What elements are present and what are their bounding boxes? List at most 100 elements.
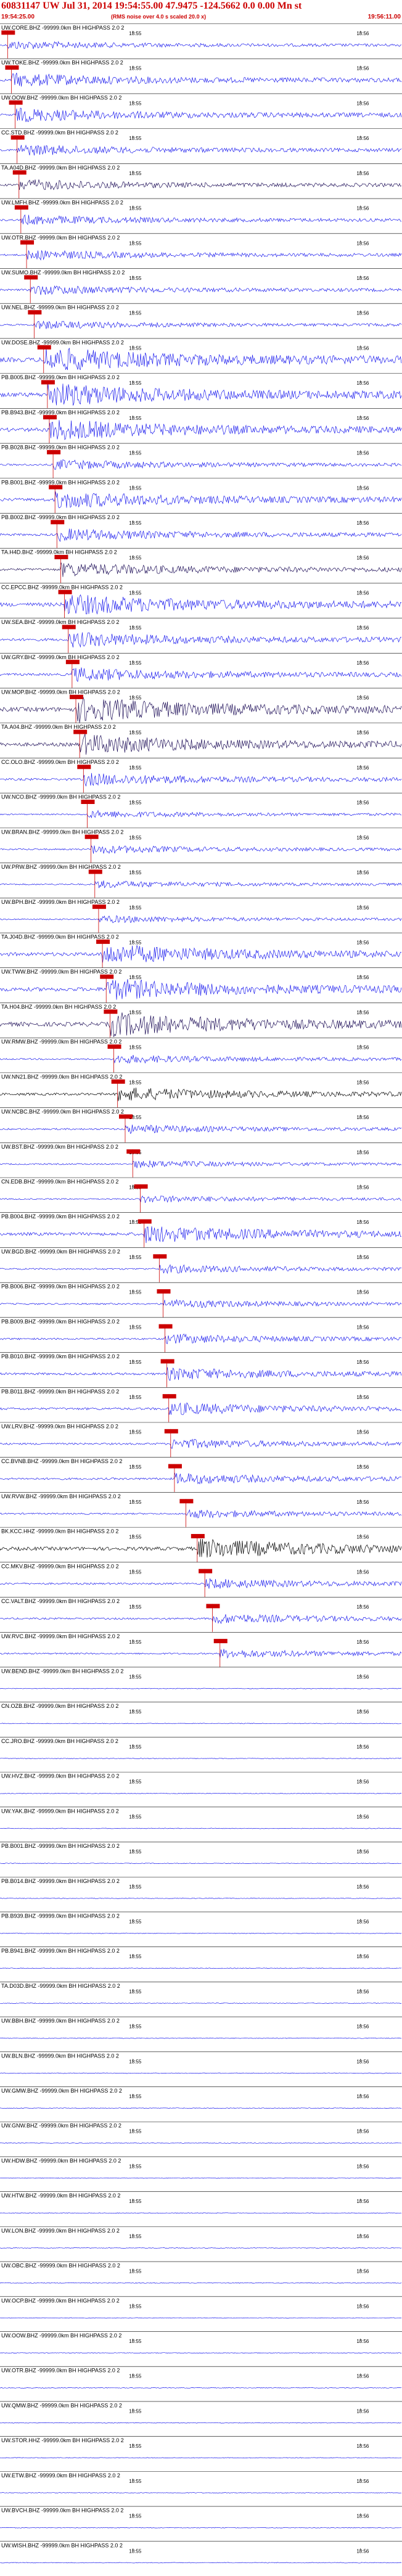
station-label: CC.MKV.BHZ -99999.0km BH HIGHPASS 2.0 2	[1, 1563, 119, 1569]
station-label: UW.LON.BHZ -99999.0km BH HIGHPASS 2.0 2	[1, 2228, 120, 2234]
station-label: UW.BBH.BHZ -99999.0km BH HIGHPASS 2.0 2	[1, 2018, 120, 2024]
time-tick-label: 18:55	[129, 345, 142, 351]
pick-marker	[107, 1044, 121, 1049]
time-tick-label: 18:56	[356, 800, 369, 806]
station-label: CC.STD.BHZ -99999.0km BH HIGHPASS 2.0 2	[1, 129, 118, 136]
time-tick-label: 18:56	[356, 100, 369, 106]
pick-marker	[12, 170, 27, 175]
trace-row: PB.B011.BHZ -99999.0km BH HIGHPASS 2.0 2…	[0, 1387, 402, 1422]
station-label: TA.D03D.BHZ -99999.0km BH HIGHPASS 2.0 2	[1, 1983, 120, 1989]
trace-row: UW.PRW.BHZ -99999.0km BH HIGHPASS 2.0 2 1…	[0, 863, 402, 898]
waveform-trace	[0, 1402, 402, 1415]
station-label: TA.H04.BHZ -99999.0km BH HIGHPASS 2.0 2	[1, 1004, 116, 1010]
station-label: UW.GMW.BHZ -99999.0km BH HIGHPASS 2.0 2	[1, 2088, 122, 2094]
station-label: CC.OLO.BHZ -99999.0km BH HIGHPASS 2.0 2	[1, 759, 119, 765]
time-tick-label: 18:55	[129, 276, 142, 281]
station-label: UW.YAK.BHZ -99999.0km BH HIGHPASS 2.0 2	[1, 1808, 119, 1814]
time-tick-label: 18:56	[356, 835, 369, 840]
station-label: UW.QMW.BHZ -99999.0km BH HIGHPASS 2.0 2	[1, 2402, 122, 2408]
pick-marker	[43, 415, 57, 420]
waveform-trace	[0, 1438, 402, 1450]
station-label: PB.B001.BHZ -99999.0km BH HIGHPASS 2.0 2	[1, 479, 120, 485]
waveform-trace	[0, 562, 402, 577]
time-tick-label: 18:56	[356, 1429, 369, 1435]
station-label: PB.B006.BHZ -99999.0km BH HIGHPASS 2.0 2	[1, 1284, 120, 1290]
trace-row: UW.CORE.BHZ -99999.0km BH HIGHPASS 2.0 2…	[0, 23, 402, 59]
station-label: UW.RVW.BHZ -99999.0km BH HIGHPASS 2.0 2	[1, 1493, 121, 1499]
time-tick-label: 18:55	[129, 870, 142, 876]
trace-row: CN.EDB.BHZ -99999.0km BH HIGHPASS 2.0 2 1…	[0, 1177, 402, 1213]
time-tick-label: 18:56	[356, 1535, 369, 1540]
pick-marker	[118, 1114, 133, 1119]
trace-row: TA.H4D.BHZ -99999.0km BH HIGHPASS 2.0 2 1…	[0, 548, 402, 583]
time-tick-label: 18:55	[129, 2303, 142, 2309]
time-tick-label: 18:56	[356, 520, 369, 526]
waveform-trace	[0, 1226, 402, 1244]
time-tick-label: 18:55	[129, 1674, 142, 1680]
trace-row: UW.RVW.BHZ -99999.0km BH HIGHPASS 2.0 2 1…	[0, 1492, 402, 1527]
trace-row: UW.TWW.BHZ -99999.0km BH HIGHPASS 2.0 2 1…	[0, 967, 402, 1003]
time-tick-label: 18:56	[356, 1639, 369, 1645]
trace-row: CC.MKV.BHZ -99999.0km BH HIGHPASS 2.0 2 1…	[0, 1562, 402, 1598]
station-label: CN.EDB.BHZ -99999.0km BH HIGHPASS 2.0 2	[1, 1179, 118, 1185]
waveform-trace	[0, 1195, 402, 1204]
time-tick-label: 18:55	[129, 206, 142, 211]
time-tick-label: 18:56	[356, 171, 369, 176]
trace-row: UW.BPH.BHZ -99999.0km BH HIGHPASS 2.0 2 1…	[0, 898, 402, 933]
station-label: UW.NEL.BHZ -99999.0km BH HIGHPASS 2.0 2	[1, 305, 119, 311]
pick-marker	[111, 1079, 125, 1084]
pick-marker	[47, 449, 61, 454]
pick-marker	[88, 869, 102, 874]
station-label: UW.OBC.BHZ -99999.0km BH HIGHPASS 2.0 2	[1, 2263, 120, 2269]
pick-marker	[14, 205, 28, 210]
station-label: PB.B014.BHZ -99999.0km BH HIGHPASS 2.0 2	[1, 1878, 120, 1884]
time-tick-label: 18:55	[129, 695, 142, 701]
trace-row: PB.B014.BHZ -99999.0km BH HIGHPASS 2.0 2…	[0, 1876, 402, 1899]
time-tick-label: 18:55	[129, 975, 142, 980]
station-label: UW.ETW.BHZ -99999.0km BH HIGHPASS 2.0 2	[1, 2472, 120, 2479]
time-tick-label: 18:55	[129, 2059, 142, 2064]
station-label: UW.NCBC.BHZ -99999.0km BH HIGHPASS 2.0 2	[1, 1109, 124, 1115]
time-tick-label: 18:56	[356, 416, 369, 421]
waveform-trace	[0, 347, 402, 371]
pick-marker	[70, 694, 84, 699]
pick-marker	[49, 485, 63, 490]
time-tick-label: 18:55	[129, 765, 142, 771]
trace-row: CC.BVNB.BHZ -99999.0km BH HIGHPASS 2.0 2…	[0, 1457, 402, 1492]
pick-marker	[10, 135, 25, 140]
trace-row: UW.GNW.BHZ -99999.0km BH HIGHPASS 2.0 2 1…	[0, 2121, 402, 2144]
trace-row: UW.ETW.BHZ -99999.0km BH HIGHPASS 2.0 2 1…	[0, 2471, 402, 2494]
trace-row: UW.BLN.BHZ -99999.0km BH HIGHPASS 2.0 2 1…	[0, 2051, 402, 2074]
time-tick-label: 18:56	[356, 1709, 369, 1715]
waveform-trace	[0, 773, 402, 787]
station-label: PB.B004.BHZ -99999.0km BH HIGHPASS 2.0 2	[1, 1213, 120, 1220]
waveform-trace	[0, 1538, 402, 1558]
trace-row: CC.EPCC.BHZ -99999.0km BH HIGHPASS 2.0 2…	[0, 583, 402, 618]
waveform-trace	[0, 880, 402, 888]
trace-row: UW.YAK.BHZ -99999.0km BH HIGHPASS 2.0 2 1…	[0, 1807, 402, 1829]
time-tick-label: 18:56	[356, 2443, 369, 2449]
time-tick-label: 18:55	[129, 1814, 142, 1819]
station-label: UW.BST.BHZ -99999.0km BH HIGHPASS 2.0 2	[1, 1144, 118, 1150]
time-tick-label: 18:56	[356, 380, 369, 386]
time-tick-label: 18:56	[356, 765, 369, 771]
time-tick-label: 18:55	[129, 2339, 142, 2344]
time-tick-label: 18:56	[356, 1464, 369, 1470]
waveform-trace	[0, 1509, 402, 1519]
pick-marker	[1, 30, 15, 35]
pick-marker	[92, 904, 106, 909]
time-tick-label: 18:55	[129, 730, 142, 736]
trace-row: TA.D03D.BHZ -99999.0km BH HIGHPASS 2.0 2…	[0, 1982, 402, 2004]
pick-marker	[9, 100, 23, 105]
waveform-trace	[0, 107, 402, 123]
time-tick-label: 18:55	[129, 2374, 142, 2379]
trace-row: UW.OTR.BHZ -99999.0km BH HIGHPASS 2.0 2 1…	[0, 2366, 402, 2389]
trace-row: UW.NCBC.BHZ -99999.0km BH HIGHPASS 2.0 2…	[0, 1107, 402, 1142]
start-time: 19:54:25.00	[1, 14, 35, 20]
pick-marker	[213, 1639, 228, 1644]
waveform-trace	[0, 250, 402, 261]
time-tick-label: 18:56	[356, 1884, 369, 1890]
trace-row: UW.BBH.BHZ -99999.0km BH HIGHPASS 2.0 2 1…	[0, 2016, 402, 2039]
time-tick-label: 18:56	[356, 2374, 369, 2379]
time-tick-label: 18:56	[356, 2548, 369, 2554]
